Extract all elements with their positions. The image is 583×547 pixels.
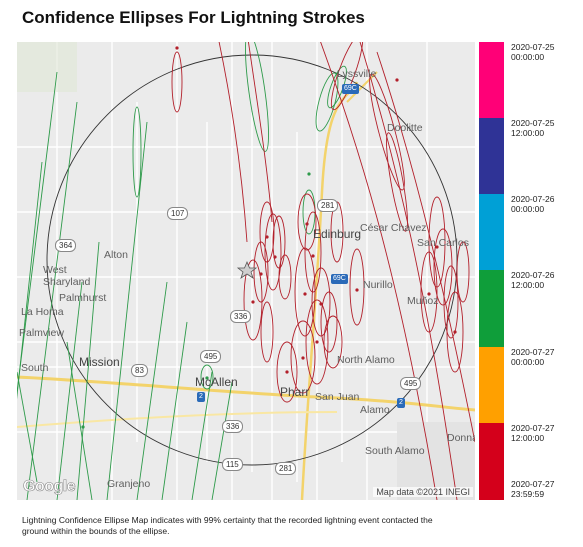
- route-shield: 281: [317, 199, 339, 212]
- place-label: César Chavez: [360, 222, 427, 234]
- place-label: Alton: [104, 249, 128, 261]
- google-logo: Google: [23, 478, 76, 496]
- route-shield: 107: [167, 207, 189, 220]
- legend-label: 2020-07-27 00:00:00: [511, 347, 555, 367]
- place-label: McAllen: [195, 375, 238, 389]
- map-canvas: [17, 42, 475, 500]
- chart-title: Confidence Ellipses For Lightning Stroke…: [22, 8, 365, 27]
- legend-label: 2020-07-27 12:00:00: [511, 423, 555, 443]
- legend-labels: 2020-07-25 00:00:00 2020-07-25 12:00:00 …: [511, 42, 583, 502]
- place-label: Donna: [447, 432, 475, 444]
- place-label: Palmview: [19, 327, 64, 339]
- place-label: Edinburg: [313, 227, 362, 241]
- legend-swatch: [479, 423, 504, 500]
- place-label: North Alamo: [337, 354, 395, 366]
- legend-label: 2020-07-26 12:00:00: [511, 270, 555, 290]
- time-legend-colorbar: [479, 42, 504, 500]
- place-label: Nurillo: [363, 279, 393, 291]
- route-shield: 83: [131, 364, 148, 377]
- legend-swatch: [479, 42, 504, 118]
- place-label: Doolitte: [387, 122, 423, 134]
- interstate-shield: 2: [197, 392, 205, 402]
- legend-label: 2020-07-25 00:00:00: [511, 42, 555, 62]
- route-shield: 281: [275, 462, 297, 475]
- place-label: Pharr: [280, 385, 310, 399]
- place-label: Granjeno: [107, 478, 151, 490]
- green-strike-centers: [81, 172, 311, 429]
- map-attribution[interactable]: Map data ©2021 INEGI: [373, 487, 473, 497]
- place-label: Lyssville: [337, 68, 377, 80]
- interstate-shield: 69C: [342, 84, 359, 94]
- place-label: San Carlos: [417, 237, 469, 249]
- place-label: San Juan: [315, 391, 360, 403]
- route-shield: 495: [400, 377, 422, 390]
- route-shield: 115: [222, 458, 243, 471]
- place-label: Alamo: [360, 404, 390, 416]
- place-label: Muñoz: [407, 295, 439, 307]
- legend-swatch: [479, 194, 504, 270]
- range-circle: [46, 54, 458, 466]
- strike-centers: [175, 46, 457, 374]
- map-caption: Lightning Confidence Ellipse Map indicat…: [22, 515, 433, 536]
- route-shield: 336: [222, 420, 244, 433]
- place-label: Mission: [79, 355, 120, 369]
- legend-swatch: [479, 270, 504, 347]
- legend-swatch: [479, 118, 504, 194]
- route-shield: 336: [230, 310, 252, 323]
- interstate-shield: 69C: [331, 274, 348, 284]
- legend-label: 2020-07-26 00:00:00: [511, 194, 555, 214]
- place-label: La Homa: [21, 306, 64, 318]
- place-label: West Sharyland: [43, 264, 91, 288]
- station-star-icon: [236, 260, 258, 279]
- green-ellipses: [17, 42, 347, 500]
- place-label: Palmhurst: [59, 292, 107, 304]
- interstate-shield: 2: [397, 398, 405, 408]
- place-label: South: [21, 362, 49, 374]
- route-shield: 495: [200, 350, 222, 363]
- place-label: South Alamo: [365, 445, 425, 457]
- legend-label: 2020-07-27 23:59:59: [511, 479, 555, 499]
- legend-label: 2020-07-25 12:00:00: [511, 118, 555, 138]
- route-shield: 364: [55, 239, 77, 252]
- lightning-map[interactable]: Lyssville Doolitte Edinburg César Chavez…: [17, 42, 475, 500]
- legend-swatch: [479, 347, 504, 423]
